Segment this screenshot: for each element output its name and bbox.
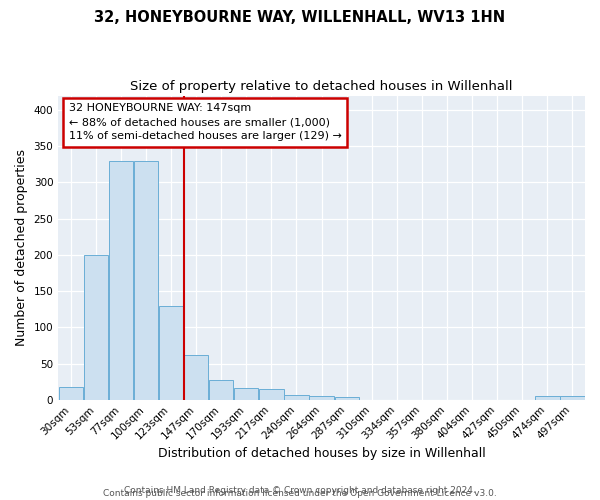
Bar: [259, 389, 284, 400]
Bar: [83, 255, 108, 400]
Bar: [234, 388, 259, 400]
X-axis label: Distribution of detached houses by size in Willenhall: Distribution of detached houses by size …: [158, 447, 485, 460]
Bar: [59, 386, 83, 400]
Bar: [560, 396, 584, 400]
Title: Size of property relative to detached houses in Willenhall: Size of property relative to detached ho…: [130, 80, 513, 93]
Bar: [159, 306, 183, 400]
Bar: [535, 396, 560, 400]
Bar: [209, 380, 233, 400]
Text: 32 HONEYBOURNE WAY: 147sqm
← 88% of detached houses are smaller (1,000)
11% of s: 32 HONEYBOURNE WAY: 147sqm ← 88% of deta…: [69, 103, 341, 141]
Text: Contains public sector information licensed under the Open Government Licence v3: Contains public sector information licen…: [103, 488, 497, 498]
Bar: [284, 394, 308, 400]
Text: Contains HM Land Registry data © Crown copyright and database right 2024.: Contains HM Land Registry data © Crown c…: [124, 486, 476, 495]
Bar: [184, 355, 208, 400]
Text: 32, HONEYBOURNE WAY, WILLENHALL, WV13 1HN: 32, HONEYBOURNE WAY, WILLENHALL, WV13 1H…: [94, 10, 506, 25]
Bar: [335, 397, 359, 400]
Bar: [310, 396, 334, 400]
Y-axis label: Number of detached properties: Number of detached properties: [15, 149, 28, 346]
Bar: [134, 160, 158, 400]
Bar: [109, 160, 133, 400]
